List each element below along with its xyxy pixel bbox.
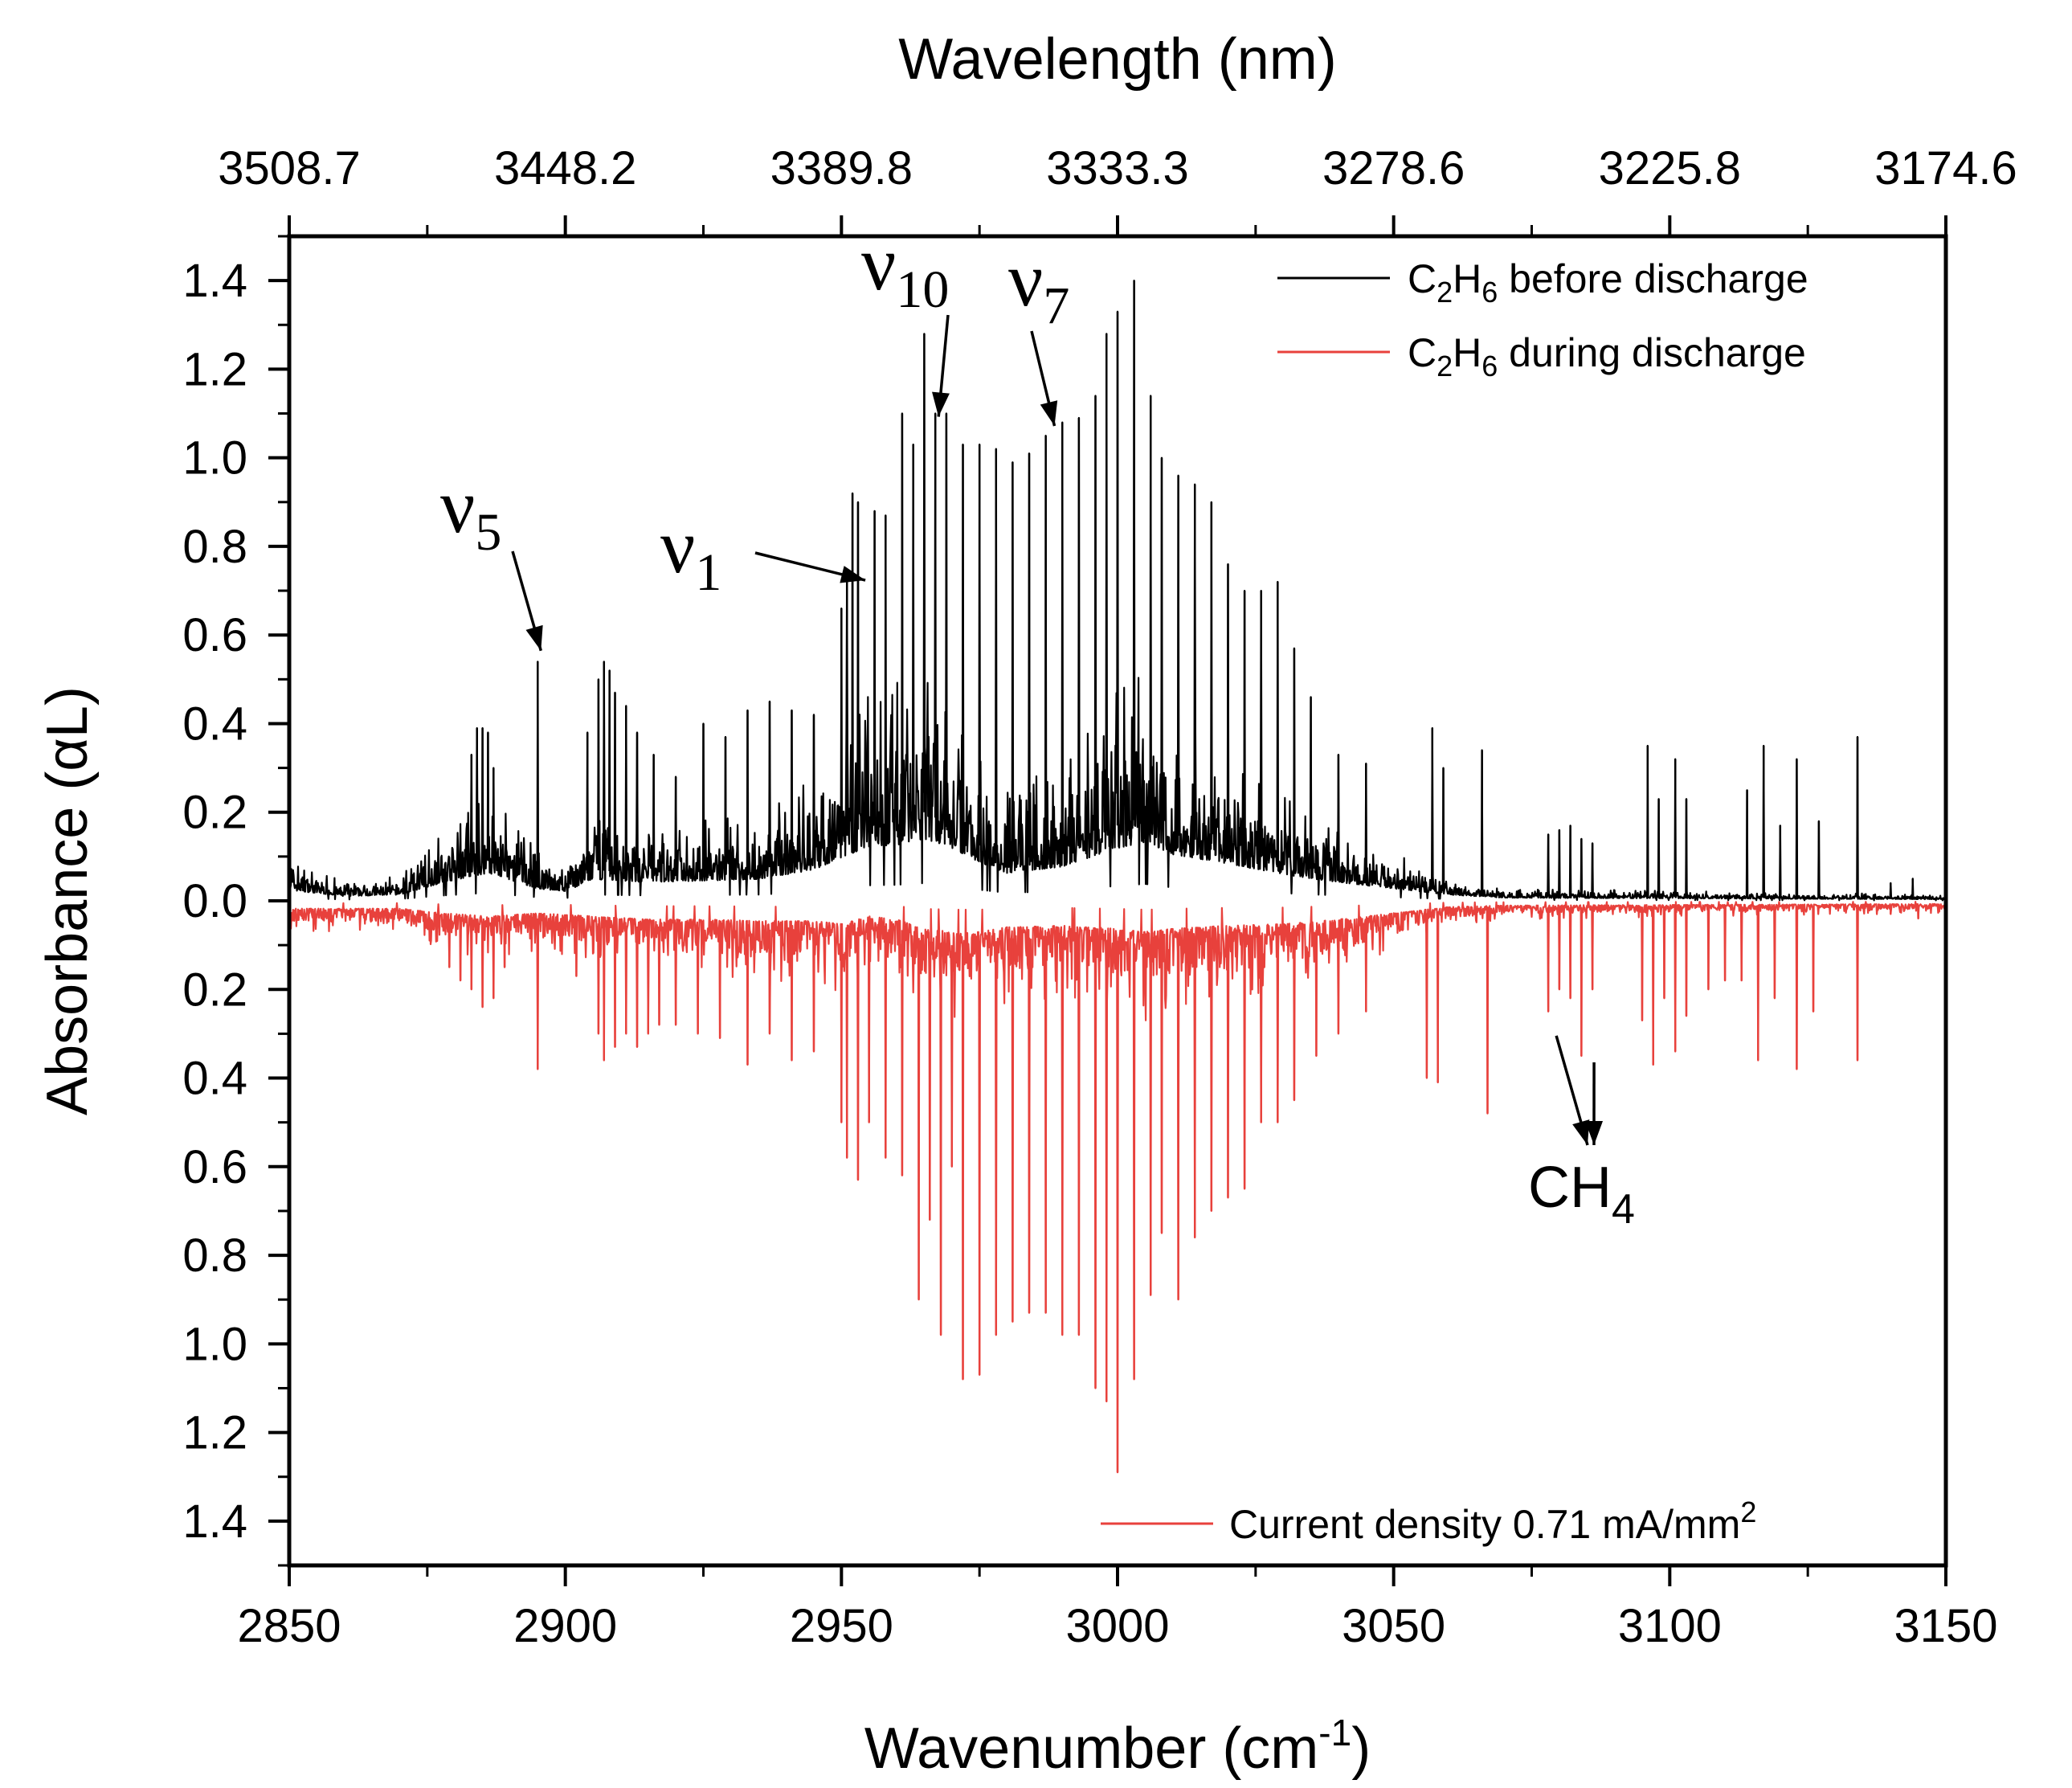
top-tick-label: 3333.3 xyxy=(1046,142,1188,194)
x-tick-label: 2950 xyxy=(790,1600,893,1652)
top-tick-label: 3225.8 xyxy=(1599,142,1741,194)
plot-frame xyxy=(287,234,1948,1568)
x-tick-label: 3050 xyxy=(1342,1600,1445,1652)
top-tick-label: 3508.7 xyxy=(218,142,360,194)
annotation-v1: ν1 xyxy=(660,503,721,602)
tick-layer: 2850 2900 2950 3000 3050 3100 3150 3508.7 3448.2… xyxy=(182,142,2017,1652)
x-tick-label: 2900 xyxy=(513,1600,617,1652)
top-tick-label: 3174.6 xyxy=(1874,142,2017,194)
y-tick-label: 0.2 xyxy=(182,964,247,1016)
arrow-v10-head xyxy=(932,391,950,417)
x-axis-title-sup: -1 xyxy=(1318,1712,1351,1753)
arrow-v5-head xyxy=(525,624,543,651)
top-tick-label: 3448.2 xyxy=(494,142,636,194)
y-tick-label: 0.8 xyxy=(182,1230,247,1282)
top-tick-label: 3389.8 xyxy=(770,142,913,194)
current-density-label: Current density 0.71 mA/mm2 xyxy=(1229,1495,1756,1547)
arrow-v7-head xyxy=(1040,400,1058,427)
arrow-ch4-a-head xyxy=(1572,1119,1590,1145)
top-tick-label: 3278.6 xyxy=(1322,142,1465,194)
y-tick-label: 1.0 xyxy=(182,432,247,485)
y-tick-label: 0.8 xyxy=(182,521,247,573)
arrow-ch4-b-head xyxy=(1585,1120,1604,1145)
x-tick-label: 3150 xyxy=(1894,1600,1997,1652)
y-tick-label: 0.4 xyxy=(182,1053,247,1105)
y-tick-label: 1.0 xyxy=(182,1318,247,1370)
series-layer xyxy=(288,280,1947,1474)
x-tick-label: 2850 xyxy=(237,1600,341,1652)
annotation-ch4: CH4 xyxy=(1528,1156,1635,1233)
arrow-v1-head xyxy=(840,566,866,583)
series-line-0 xyxy=(288,280,1947,902)
x-tick-label: 3000 xyxy=(1065,1600,1169,1652)
x-axis-title: Wavenumber (cm-1) xyxy=(864,1712,1371,1781)
x-tick-label: 3100 xyxy=(1618,1600,1722,1652)
x-axis-title-main: Wavenumber (cm xyxy=(864,1716,1318,1781)
y-tick-label: 0.2 xyxy=(182,787,247,839)
annotation-v5: ν5 xyxy=(440,463,501,562)
y-tick-label: 0.4 xyxy=(182,698,247,750)
y-tick-label: 1.4 xyxy=(182,255,247,307)
legend-label-during: C2H6 during discharge xyxy=(1408,330,1806,383)
x-axis-title-close: ) xyxy=(1351,1716,1371,1781)
y-tick-label: 1.4 xyxy=(182,1495,247,1548)
annotation-v7: ν7 xyxy=(1008,236,1069,335)
current-density-legend: Current density 0.71 mA/mm2 xyxy=(1101,1495,1756,1547)
y-tick-label: 1.2 xyxy=(182,343,247,395)
annotation-v10: ν10 xyxy=(861,220,949,319)
annotation-layer: ν5 ν1 ν10 ν7 CH4 xyxy=(440,220,1635,1233)
y-tick-label: 0.0 xyxy=(182,875,247,927)
y-tick-label: 1.2 xyxy=(182,1407,247,1459)
legend: C2H6 before discharge C2H6 during discha… xyxy=(1277,256,1808,383)
top-axis-title: Wavelength (nm) xyxy=(898,27,1337,92)
y-axis-title: Absorbance (αL) xyxy=(35,686,100,1115)
y-tick-label: 0.6 xyxy=(182,1141,247,1193)
legend-label-before: C2H6 before discharge xyxy=(1408,256,1808,309)
y-tick-label: 0.6 xyxy=(182,609,247,661)
